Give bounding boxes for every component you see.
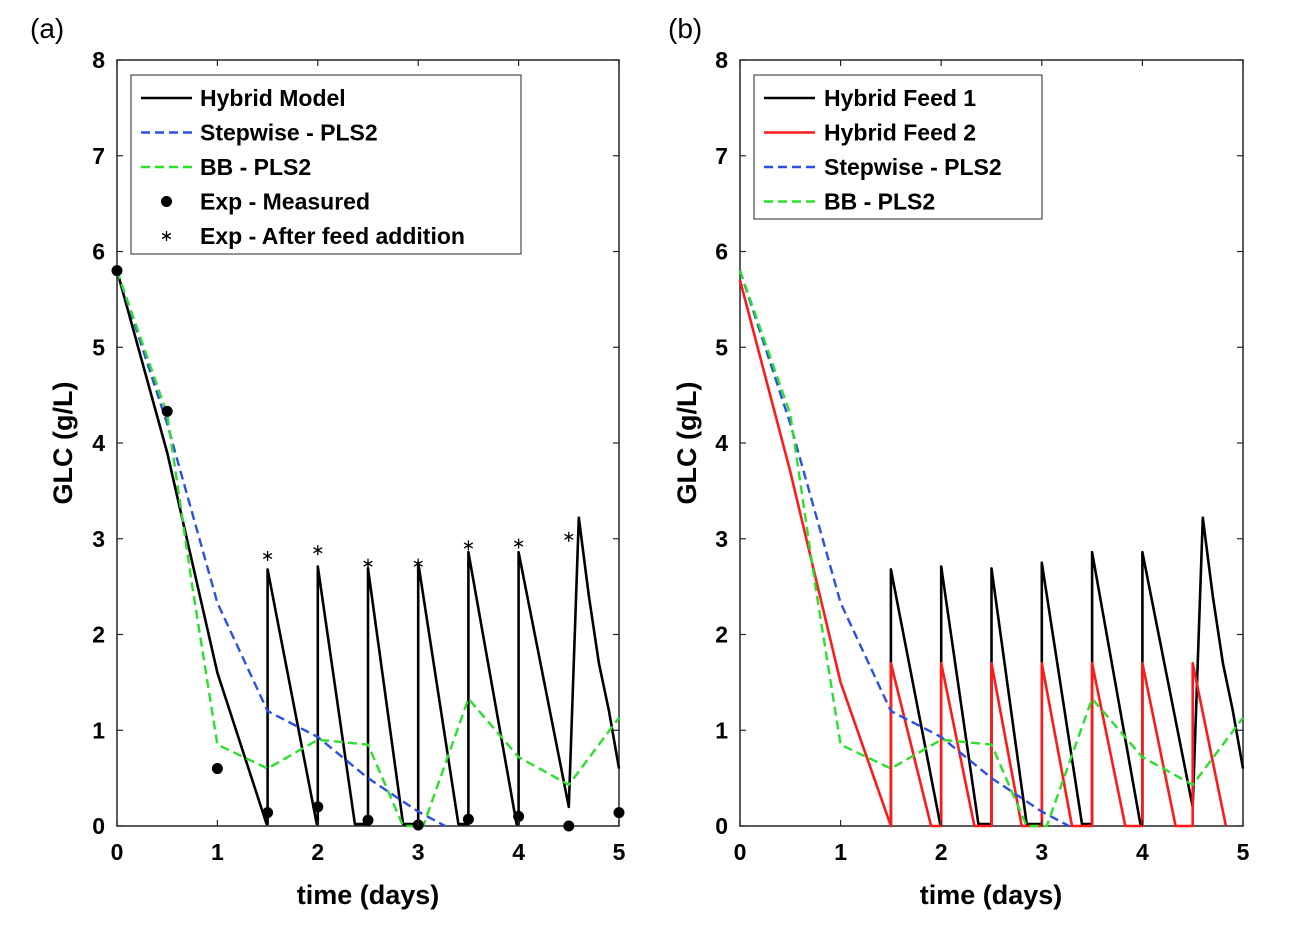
legend-label: Hybrid Model [200, 85, 346, 111]
panel-b: (b) 0 1 2 3 4 5 0 1 2 3 4 5 6 7 8 time (days) GLC (g/L… [668, 13, 1250, 910]
series-line-stepwise-pls2 [115, 270, 446, 828]
y-tick-label: 3 [715, 526, 728, 552]
data-point-exp-after-feed-addition [463, 540, 474, 551]
legend-box-a [130, 74, 522, 255]
series-layer-b [738, 270, 1245, 828]
y-tick-label: 1 [715, 717, 728, 743]
x-tick-label: 0 [111, 839, 124, 865]
data-point-exp-after-feed-addition [513, 538, 524, 549]
y-tick-label: 8 [92, 47, 105, 73]
asterisk-stroke [463, 542, 474, 549]
data-point-exp-measured [613, 807, 625, 819]
y-tick-label: 1 [92, 717, 105, 743]
series-line-bb-pls2 [115, 270, 620, 828]
legend-a: Hybrid Model Stepwise - PLS2 BB - PLS2 Exp … [130, 74, 522, 255]
y-tick-label: 5 [92, 334, 105, 360]
y-tick-label: 6 [715, 239, 728, 265]
data-point-exp-measured [462, 813, 474, 825]
y-tick-label: 4 [715, 430, 728, 456]
legend-label: Exp - Measured [200, 189, 370, 215]
asterisk-stroke [363, 560, 373, 567]
legend-entry-stepwise-pls2: Stepwise - PLS2 [764, 154, 1002, 180]
legend-label: Stepwise - PLS2 [824, 154, 1002, 180]
y-tick-label: 0 [715, 813, 728, 839]
legend-label: BB - PLS2 [824, 189, 935, 215]
y-tick-label: 7 [92, 143, 105, 169]
legend-entry-stepwise-pls2: Stepwise - PLS2 [141, 120, 378, 146]
panel-label-a: (a) [30, 13, 64, 44]
series-line-stepwise-pls2 [738, 270, 1070, 828]
series-line-hybrid-feed-1 [889, 516, 1245, 826]
y-tick-label: 5 [715, 334, 728, 360]
data-point-exp-after-feed-addition [363, 558, 373, 569]
x-tick-label: 2 [935, 839, 948, 865]
series-line-bb-pls2 [738, 270, 1244, 828]
x-axis-label-b: time (days) [920, 880, 1063, 910]
legend-label: Stepwise - PLS2 [200, 120, 378, 146]
y-axis-label-a: GLC (g/L) [48, 382, 78, 505]
asterisk-stroke [413, 560, 423, 567]
panel-label-b: (b) [668, 13, 702, 44]
x-tick-label: 5 [613, 839, 626, 865]
legend-label: BB - PLS2 [200, 154, 311, 180]
data-point-exp-after-feed-addition [413, 558, 423, 569]
x-tick-label: 5 [1237, 839, 1250, 865]
legend-label: Hybrid Feed 2 [824, 120, 976, 146]
series-layer-a [111, 265, 625, 832]
panel-a: (a) 0 1 2 3 4 5 0 1 2 3 4 5 6 7 8 time (days) GLC (g/L… [30, 13, 626, 910]
y-tick-label: 3 [92, 526, 105, 552]
legend-swatch [161, 231, 172, 241]
data-point-exp-measured [161, 405, 173, 417]
legend-entry-bb-pls2: BB - PLS2 [141, 154, 311, 180]
asterisk-stroke [161, 232, 172, 240]
x-tick-label: 3 [412, 839, 425, 865]
data-point-exp-measured [111, 265, 123, 277]
legend-entry-hybrid-feed-2: Hybrid Feed 2 [764, 120, 976, 146]
data-point-exp-measured [513, 810, 525, 822]
x-tick-label: 3 [1035, 839, 1048, 865]
x-tick-label: 0 [734, 839, 747, 865]
legend-entry-hybrid-model: Hybrid Model [141, 85, 346, 111]
x-tick-label: 4 [512, 839, 525, 865]
x-tick-label: 4 [1136, 839, 1149, 865]
asterisk-stroke [262, 552, 273, 560]
data-point-exp-measured [563, 820, 575, 832]
legend-label: Exp - After feed addition [200, 223, 465, 249]
y-tick-label: 2 [92, 622, 105, 648]
data-point-exp-after-feed-addition [262, 550, 273, 561]
ticks-b: 0 1 2 3 4 5 0 1 2 3 4 5 6 7 8 [715, 47, 1249, 865]
data-point-exp-measured [362, 814, 374, 826]
legend-b: Hybrid Feed 1 Hybrid Feed 2 Stepwise - PLS… [753, 74, 1043, 220]
y-tick-label: 6 [92, 239, 105, 265]
data-point-exp-measured [211, 763, 223, 775]
legend-swatch [161, 196, 172, 207]
legend-entry-exp-measured: Exp - Measured [161, 189, 370, 215]
x-tick-label: 1 [834, 839, 847, 865]
y-tick-label: 4 [92, 430, 105, 456]
legend-entry-exp-after-feed-addition: Exp - After feed addition [161, 223, 465, 249]
data-point-exp-after-feed-addition [564, 531, 574, 542]
y-tick-label: 7 [715, 143, 728, 169]
y-axis-label-b: GLC (g/L) [672, 382, 702, 505]
x-tick-label: 1 [211, 839, 224, 865]
data-point-exp-measured [262, 807, 274, 819]
legend-label: Hybrid Feed 1 [824, 85, 976, 111]
x-axis-label-a: time (days) [297, 880, 440, 910]
y-tick-label: 8 [715, 47, 728, 73]
ticks-a: 0 1 2 3 4 5 0 1 2 3 4 5 6 7 8 [92, 47, 625, 865]
asterisk-stroke [513, 540, 524, 547]
legend-entry-bb-pls2: BB - PLS2 [764, 189, 935, 215]
data-point-exp-measured [312, 801, 324, 813]
data-point-exp-after-feed-addition [313, 545, 323, 556]
x-tick-label: 2 [311, 839, 324, 865]
y-tick-label: 0 [92, 813, 105, 839]
legend-entry-hybrid-feed-1: Hybrid Feed 1 [764, 85, 976, 111]
y-tick-label: 2 [715, 622, 728, 648]
asterisk-stroke [564, 533, 574, 540]
asterisk-stroke [313, 547, 323, 554]
